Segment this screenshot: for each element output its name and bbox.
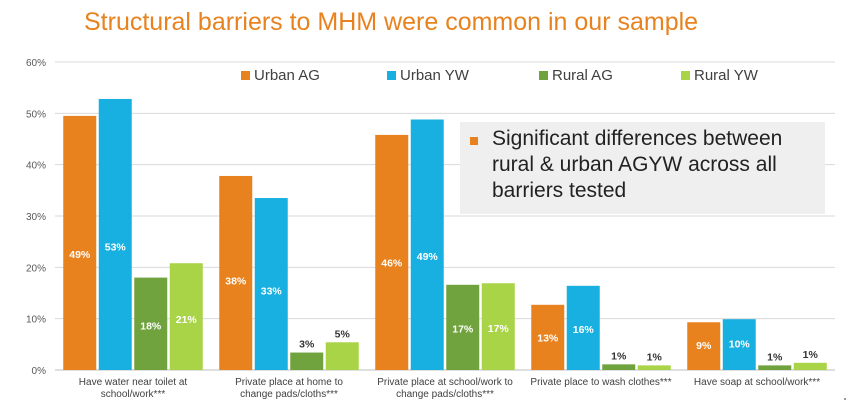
bar	[722, 319, 756, 370]
data-label: 1%	[611, 350, 627, 362]
data-label: 1%	[647, 351, 663, 363]
y-tick-label: 50%	[26, 109, 46, 120]
data-label: 10%	[729, 339, 751, 351]
bar	[63, 115, 97, 371]
bullet-icon	[470, 137, 478, 145]
legend-swatch	[387, 71, 396, 80]
x-tick-label: Private place at home to	[235, 377, 343, 388]
y-tick-label: 40%	[26, 161, 46, 172]
data-label: 49%	[417, 251, 439, 263]
bar	[566, 285, 600, 370]
y-tick-label: 0%	[32, 366, 47, 377]
bar	[98, 98, 132, 371]
x-tick-label: school/work***	[101, 389, 166, 400]
data-label: 3%	[299, 339, 315, 351]
bar	[290, 352, 324, 370]
bar	[793, 362, 827, 370]
legend-swatch	[241, 71, 250, 80]
y-tick-label: 60%	[26, 58, 46, 69]
data-label: 33%	[261, 285, 283, 297]
legend-swatch	[681, 71, 690, 80]
y-tick-label: 10%	[26, 315, 46, 326]
data-label: 17%	[452, 324, 474, 336]
data-label: 9%	[696, 340, 712, 352]
x-tick-label: Have soap at school/work***	[694, 377, 820, 388]
legend-swatch	[539, 71, 548, 80]
bar	[602, 364, 636, 370]
bar	[254, 198, 288, 370]
data-label: 5%	[335, 328, 351, 340]
data-label: 13%	[537, 332, 559, 344]
legend-label: Urban YW	[400, 67, 470, 84]
bar	[325, 342, 359, 370]
data-label: 38%	[225, 276, 247, 288]
bar	[481, 283, 515, 370]
bar	[219, 175, 253, 370]
data-label: 16%	[573, 324, 595, 336]
data-label: 53%	[105, 242, 127, 254]
x-tick-label: change pads/cloths***	[240, 389, 338, 400]
data-label: 18%	[140, 320, 162, 332]
x-tick-label: change pads/cloths***	[396, 389, 494, 400]
bar	[375, 134, 409, 370]
bar	[169, 263, 203, 370]
data-label: 49%	[69, 249, 91, 261]
legend-label: Urban AG	[254, 67, 320, 84]
bar	[687, 322, 721, 370]
x-tick-label: Private place at school/work to	[377, 377, 513, 388]
data-label: 1%	[767, 351, 783, 363]
legend-label: Rural AG	[552, 67, 613, 84]
data-label: 1%	[803, 349, 819, 361]
data-label: 46%	[381, 258, 403, 270]
bar	[637, 365, 671, 370]
bar	[758, 365, 792, 370]
y-tick-label: 20%	[26, 263, 46, 274]
callout-text: Significant differences between rural & …	[492, 127, 783, 202]
bar	[134, 277, 168, 370]
corner-dot	[844, 398, 846, 400]
callout-box: Significant differences between rural & …	[460, 122, 825, 214]
x-tick-label: Private place to wash clothes***	[530, 377, 671, 388]
data-label: 17%	[488, 323, 510, 335]
chart-title: Structural barriers to MHM were common i…	[84, 8, 699, 36]
bar	[410, 119, 444, 370]
y-tick-label: 30%	[26, 212, 46, 223]
x-tick-label: Have water near toilet at	[79, 377, 188, 388]
bar	[531, 304, 565, 370]
legend-label: Rural YW	[694, 67, 759, 84]
bar	[446, 284, 480, 370]
data-label: 21%	[176, 314, 198, 326]
